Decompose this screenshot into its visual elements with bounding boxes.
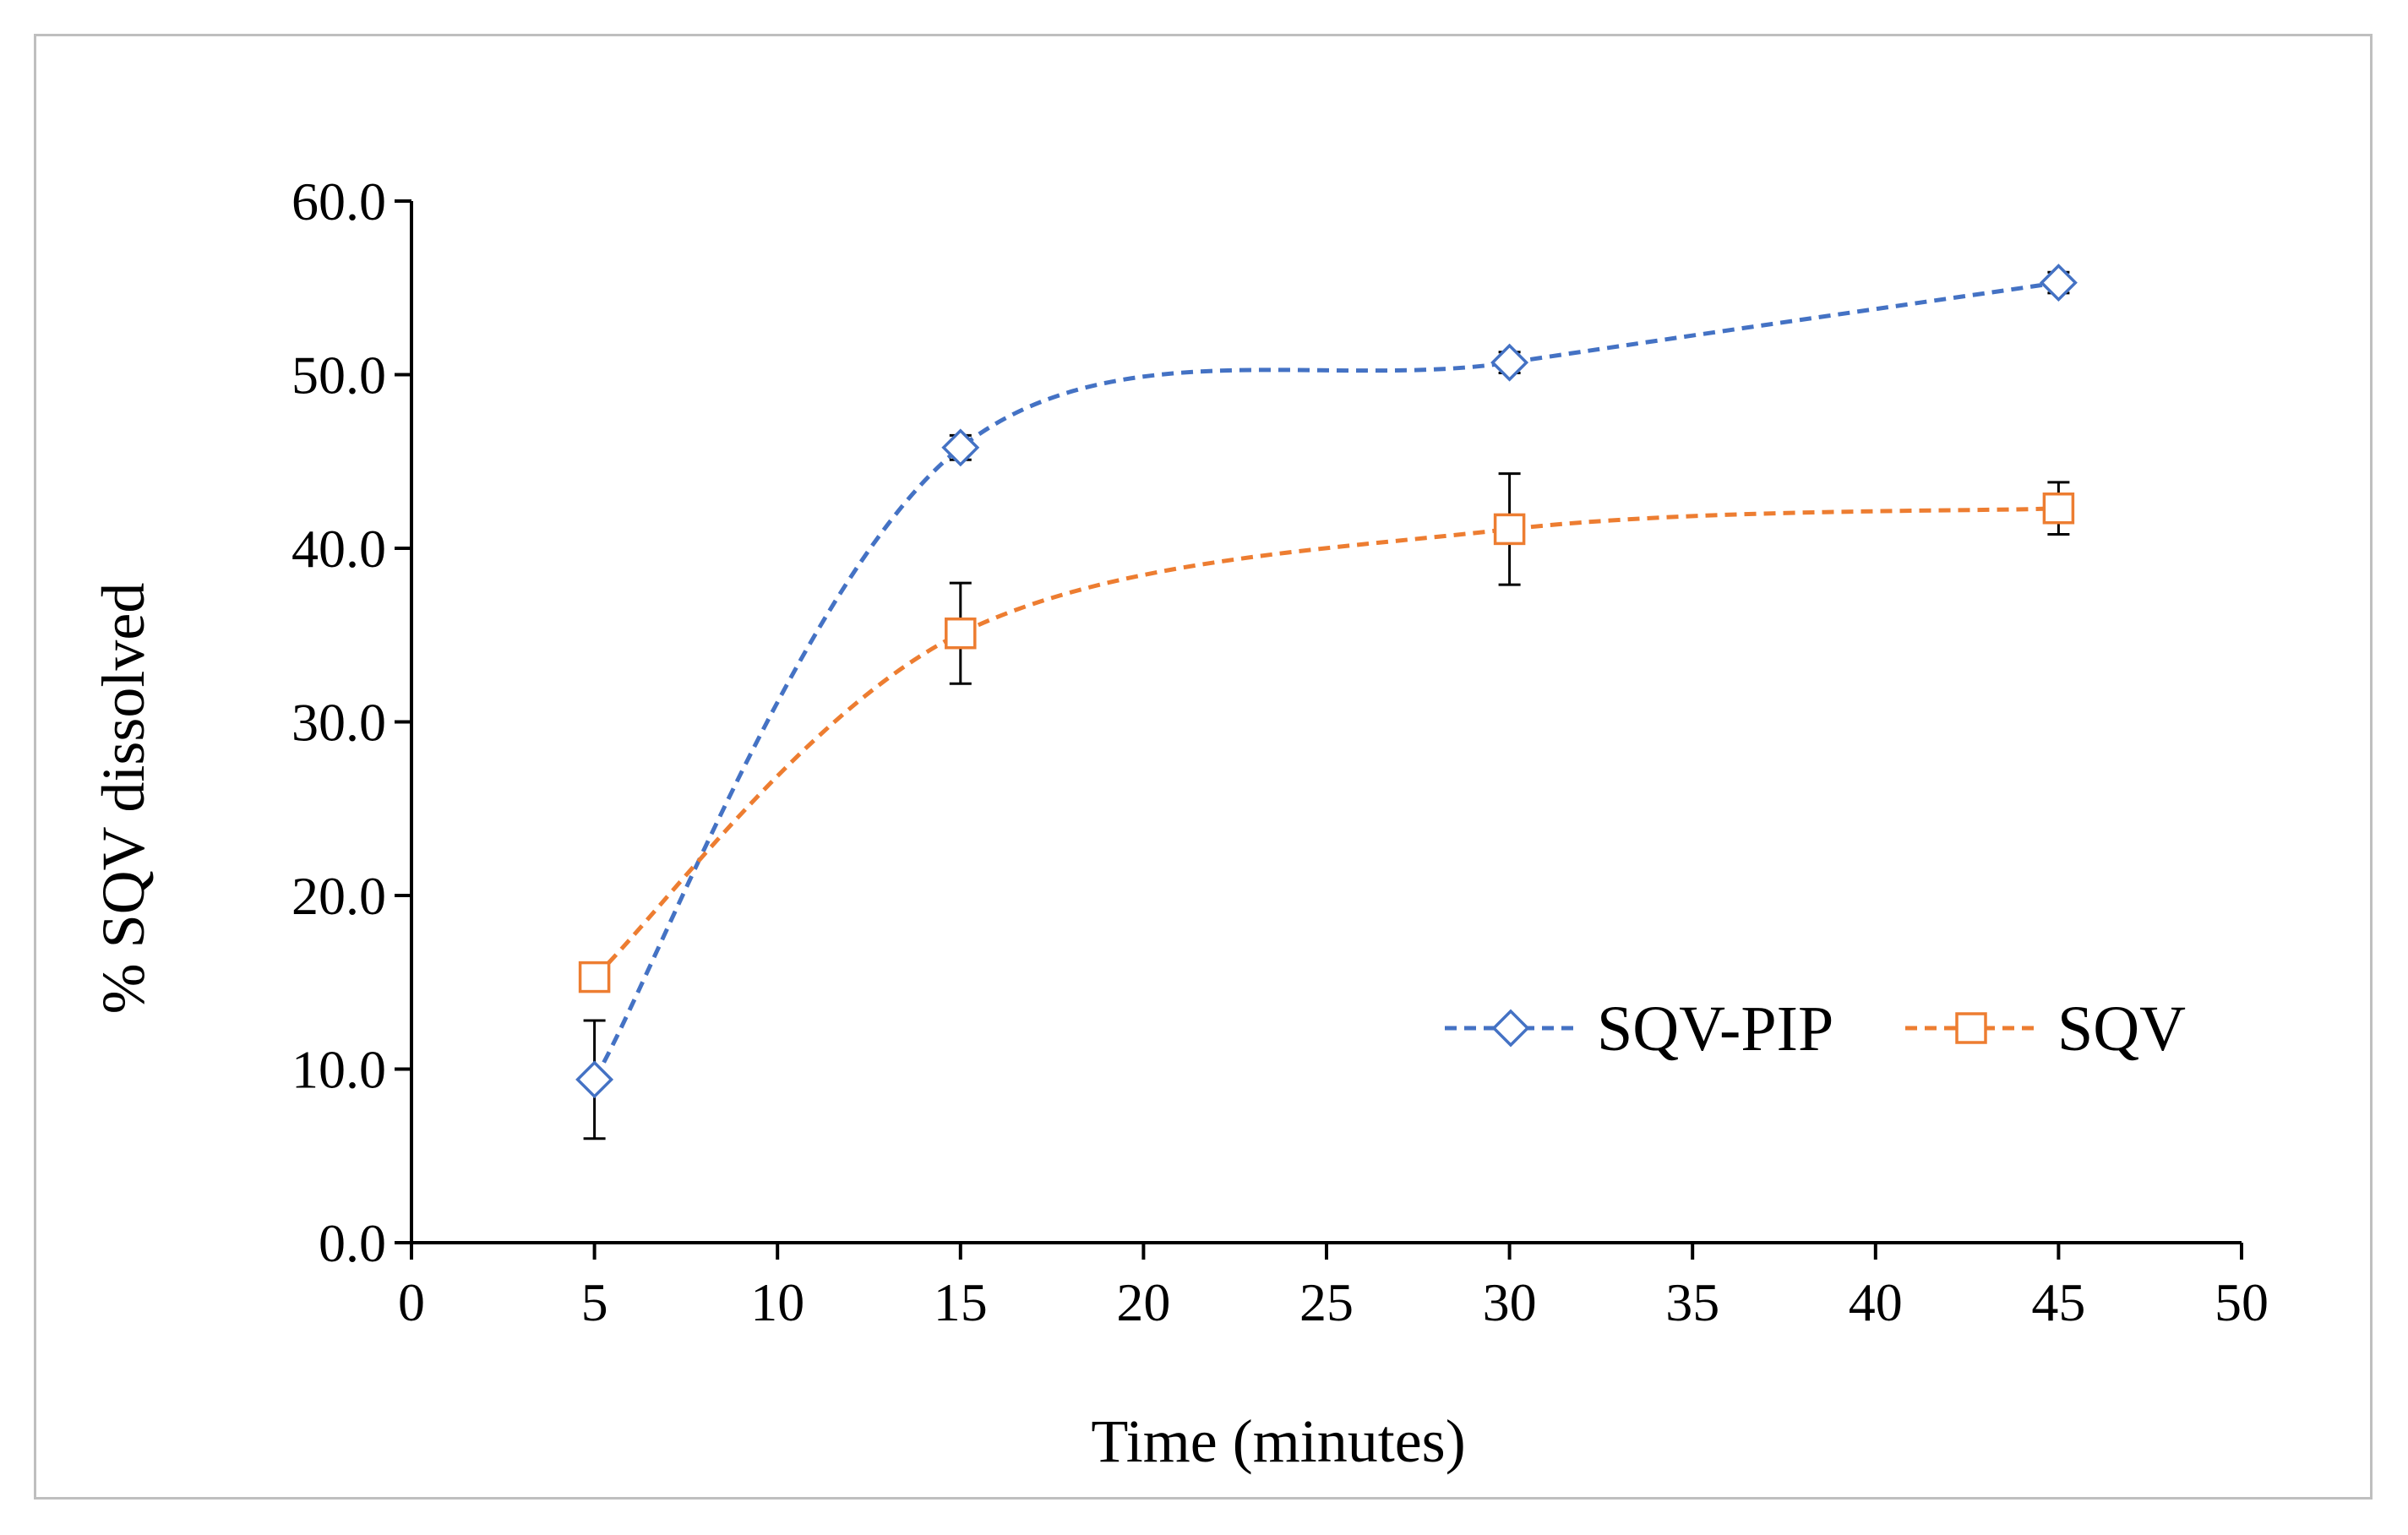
series-line-sqv-pip [592,280,2059,1081]
y-tick-label: 10.0 [291,1040,386,1100]
y-tick-label: 40.0 [291,519,386,579]
data-point-sqv-pip [2039,264,2078,302]
y-tick-label: 50.0 [291,346,386,406]
axes: 0.0 10.0 20.0 30.0 40.0 50.0 60.0 0 5 10 15 20 25 30 3… [291,171,2269,1332]
x-tick-label: 10 [750,1272,804,1332]
series-layer [575,264,2078,1140]
y-tick-label: 20.0 [291,866,386,926]
x-tick-label: 50 [2215,1272,2269,1332]
data-point-sqv [578,961,611,993]
x-axis-title: Time (minutes) [1091,1407,1465,1475]
x-tick-label: 30 [1483,1272,1537,1332]
x-tick-label: 25 [1299,1272,1354,1332]
legend-label-sqv-pip: SQV-PIP [1597,993,1833,1064]
data-point-sqv [945,617,977,650]
data-point-sqv-pip [1490,343,1529,382]
series-sqv-pip [575,264,2078,1140]
series-sqv [578,472,2075,993]
legend-marker-sqv-pip [1491,1009,1530,1048]
data-point-sqv [1493,513,1526,546]
x-tick-label: 15 [934,1272,988,1332]
data-point-sqv-pip [575,1060,614,1099]
x-tick-label: 40 [1849,1272,1903,1332]
data-point-sqv-pip [941,428,980,467]
legend: SQV-PIP SQV [1445,993,2186,1064]
x-tick-label: 45 [2031,1272,2085,1332]
legend-item-sqv-pip: SQV-PIP [1445,993,1833,1064]
legend-label-sqv: SQV [2057,993,2186,1064]
legend-marker-sqv [1955,1012,1987,1044]
legend-item-sqv: SQV [1905,993,2186,1064]
x-tick-label: 5 [581,1272,608,1332]
y-tick-label: 0.0 [319,1213,386,1273]
y-tick-label: 60.0 [291,171,386,231]
data-point-sqv [2042,492,2075,525]
series-line-sqv [592,506,2059,979]
x-tick-label: 35 [1665,1272,1719,1332]
chart-frame [34,34,2373,1500]
y-tick-label: 30.0 [291,693,386,753]
x-tick-label: 0 [398,1272,425,1332]
y-axis-title: % SQV dissolved [90,583,157,1015]
x-tick-label: 20 [1116,1272,1170,1332]
